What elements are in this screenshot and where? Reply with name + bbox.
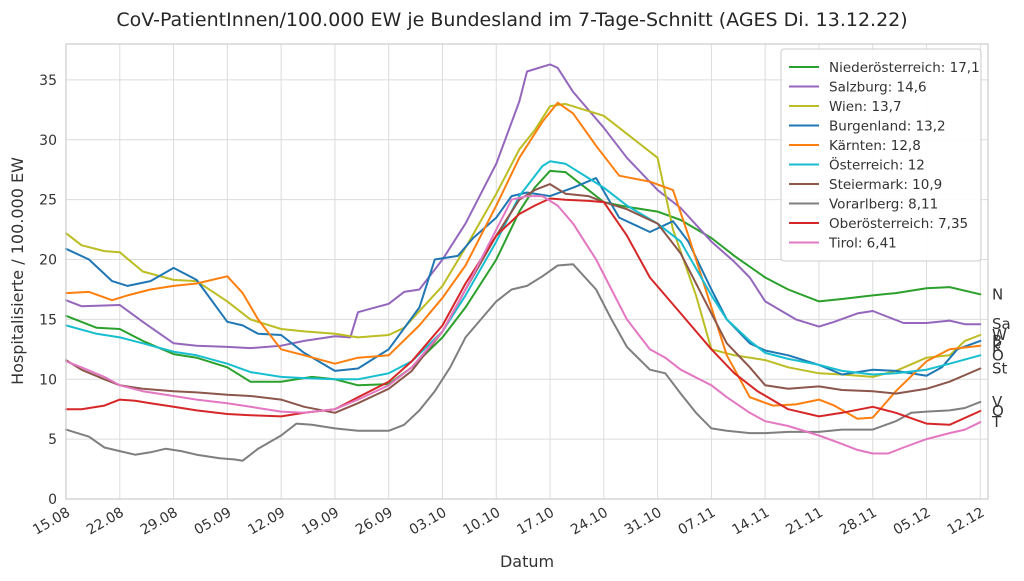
y-axis-label: Hospitalisierte / 100.000 EW [8,157,27,385]
x-tick-label: 05.12 [891,505,934,539]
series-lines [65,63,982,462]
y-tick-label: 10 [39,372,57,388]
x-tick-label: 07.11 [676,505,719,539]
y-tick-labels: 0 5 10 15 20 25 30 35 [39,73,57,508]
legend-entry: Wien: 13,7 [829,99,902,115]
x-tick-label: 17.10 [514,505,557,539]
legend-entry: Salzburg: 14,6 [829,80,927,96]
x-tick-label: 14.11 [729,505,772,539]
series-line-tirol [65,195,982,455]
x-tick-label: 29.08 [138,505,181,539]
series-line-steiermark [65,183,982,414]
x-tick-label: 24.10 [568,505,611,539]
end-label: O [992,402,1004,420]
x-tick-label: 19.09 [299,505,342,539]
legend: Niederösterreich: 17,1 Salzburg: 14,6 Wien… [780,48,982,262]
legend-entry: Burgenland: 13,2 [829,119,946,135]
x-tick-label: 10.10 [461,505,504,539]
y-tick-label: 30 [39,133,57,149]
legend-entry: Tirol: 6,41 [828,236,897,252]
y-tick-label: 25 [39,193,57,209]
x-tick-label: 03.10 [407,505,450,539]
end-label: T [991,413,1002,431]
legend-entry: Vorarlberg: 8,11 [829,197,938,213]
legend-box [780,48,982,262]
series-line-oberösterreich [65,197,982,426]
end-label: Ö [992,345,1004,364]
x-tick-label: 26.09 [353,505,396,539]
x-tick-label: 28.11 [837,505,880,539]
end-label: St [992,359,1008,377]
x-tick-label: 15.08 [30,505,73,539]
x-tick-label: 22.08 [84,505,127,539]
x-tick-label: 21.11 [783,505,826,539]
plot-frame [65,43,989,500]
legend-entry: Kärnten: 12,8 [829,138,921,154]
end-label: N [992,285,1003,303]
legend-entry: Oberösterreich: 7,35 [829,216,968,232]
x-axis-label: Datum [500,552,554,571]
series-line-wien [65,102,982,378]
end-label: B [992,332,1002,350]
legend-entry: Österreich: 12 [829,156,925,174]
x-tick-label: 31.10 [622,505,665,539]
series-line-vorarlberg [65,263,982,462]
y-tick-label: 5 [48,432,57,448]
end-label: V [992,393,1003,411]
series-line-salzburg [65,63,982,350]
y-tick-label: 35 [39,73,57,89]
series-line-kärnten [65,101,982,420]
x-tick-label: 05.09 [192,505,235,539]
chart-title: CoV-PatientInnen/100.000 EW je Bundeslan… [116,9,907,31]
y-tick-label: 20 [39,253,57,269]
series-line-niederösterreich [65,169,982,387]
y-tick-label: 0 [48,492,57,508]
x-tick-label: 12.12 [945,505,988,539]
legend-entry: Niederösterreich: 17,1 [829,60,980,76]
end-label: Sa [992,315,1011,333]
end-label: W [992,326,1007,344]
x-tick-labels: 15.08 22.08 29.08 05.09 12.09 19.09 26.09 03.10… [30,505,987,539]
legend-entry: Steiermark: 10,9 [829,177,942,193]
x-tick-label: 12.09 [245,505,288,539]
series-line-österreich [65,160,982,381]
y-tick-label: 15 [39,312,57,328]
end-label: K [992,338,1003,356]
